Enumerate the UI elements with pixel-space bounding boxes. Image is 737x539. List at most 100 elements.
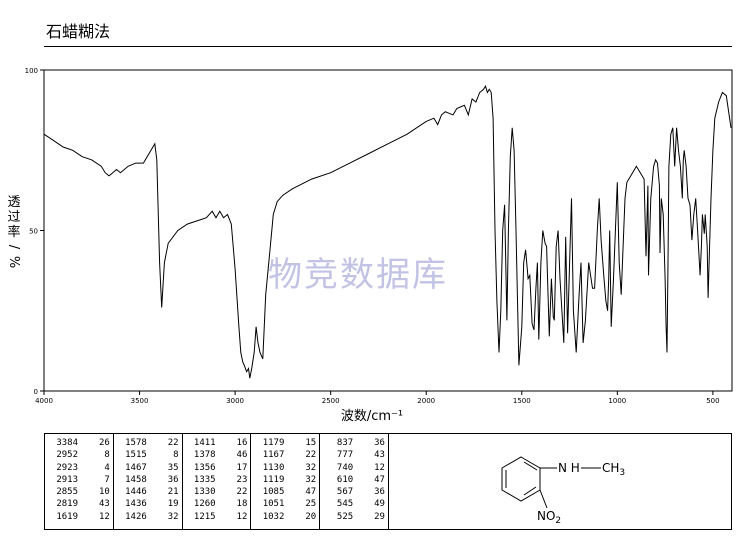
peak-transmittance: 8 (104, 450, 110, 461)
peak-wavenumber: 2819 (56, 499, 78, 510)
peak-row: 1119 32 (254, 474, 316, 486)
peak-wavenumber: 1515 (125, 450, 147, 461)
peak-transmittance: 36 (167, 474, 179, 485)
peak-row: 1578 22 (117, 437, 179, 449)
peak-row: 1179 15 (254, 437, 316, 449)
peak-row: 567 36 (323, 486, 385, 498)
page-title: 石蜡糊法 (46, 22, 111, 41)
peak-transmittance: 36 (374, 438, 385, 448)
peak-wavenumber: 1436 (125, 499, 147, 510)
peak-transmittance: 10 (98, 487, 110, 498)
y-axis-label: 透过率 /% (6, 195, 21, 268)
peak-wavenumber: 740 (336, 462, 354, 473)
y-label-char: % (6, 256, 21, 268)
x-tick-label: 3500 (131, 397, 149, 405)
peak-row: 1356 17 (186, 462, 247, 474)
peak-transmittance: 46 (236, 450, 248, 461)
peak-row: 3384 26 (48, 437, 109, 449)
peak-wavenumber: 1356 (193, 462, 216, 473)
peak-wavenumber: 2855 (56, 487, 78, 498)
y-label-char: 率 (7, 224, 20, 240)
peak-transmittance: 36 (374, 487, 385, 498)
peak-table: 3384 26 2952 8 2923 4 2913 7 2855 10 2819 43 1619 12 1… (44, 433, 389, 530)
peak-wavenumber: 1619 (56, 511, 78, 522)
peak-transmittance: 22 (167, 438, 179, 448)
peak-row: 1436 19 (117, 498, 179, 510)
nh-label: N H (558, 461, 580, 475)
peak-transmittance: 32 (167, 511, 179, 522)
peak-row: 2952 8 (48, 449, 110, 461)
title-divider (44, 46, 732, 47)
peak-wavenumber: 2923 (56, 462, 78, 473)
peak-transmittance: 15 (305, 438, 317, 448)
methyl-label: CH3 (602, 461, 625, 478)
peak-row: 1458 36 (117, 474, 179, 486)
peak-column: 3384 26 2952 8 2923 4 2913 7 2855 10 2819 43 1619 12 (45, 434, 114, 529)
peak-column: 1411 16 1378 46 1356 17 1335 23 1330 22 1260 18 1215… (183, 434, 252, 529)
x-tick-label: 4000 (35, 397, 53, 405)
peak-wavenumber: 777 (336, 450, 354, 461)
peak-transmittance: 23 (236, 474, 248, 485)
peak-row: 1446 21 (117, 486, 179, 498)
peak-row: 740 12 (323, 462, 385, 474)
peak-wavenumber: 1330 (193, 487, 216, 498)
x-tick-label: 3000 (226, 397, 244, 405)
peak-transmittance: 32 (305, 474, 317, 485)
peak-wavenumber: 1578 (125, 438, 147, 448)
peak-row: 2923 4 (48, 462, 110, 474)
peak-transmittance: 21 (167, 487, 179, 498)
peak-wavenumber: 1119 (262, 474, 285, 485)
peak-column: 837 36 777 43 740 12 610 47 567 36 545 49 525 29 (320, 434, 388, 529)
peak-wavenumber: 2952 (56, 450, 78, 461)
x-tick-label: 500 (706, 397, 719, 405)
peak-wavenumber: 1411 (193, 438, 216, 448)
peak-transmittance: 22 (305, 450, 317, 461)
peak-row: 1260 18 (186, 498, 248, 510)
peak-wavenumber: 567 (336, 487, 354, 498)
peak-transmittance: 25 (305, 499, 317, 510)
peak-wavenumber: 3384 (56, 438, 78, 448)
peak-transmittance: 18 (236, 499, 248, 510)
peak-wavenumber: 1260 (193, 499, 216, 510)
peak-wavenumber: 1179 (262, 438, 285, 448)
y-tick-label: 0 (34, 388, 38, 396)
peak-transmittance: 16 (236, 438, 248, 448)
peak-row: 2913 7 (48, 474, 110, 486)
peak-row: 777 43 (323, 449, 385, 461)
peak-wavenumber: 525 (336, 511, 354, 522)
ir-spectrum-chart: 4000 3500 3000 2500 2000 1500 1000 500 0 50 100 透… (6, 67, 733, 424)
peak-row: 1426 32 (117, 511, 179, 523)
structure-panel: N H CH3 NO2 (389, 433, 732, 530)
peak-transmittance: 29 (374, 511, 385, 522)
peak-row: 1378 46 (186, 449, 248, 461)
peak-transmittance: 8 (173, 450, 179, 461)
peak-row: 1335 23 (186, 474, 248, 486)
y-axis-ticks: 0 50 100 (25, 67, 44, 396)
peak-wavenumber: 545 (336, 499, 354, 510)
peak-row: 1032 20 (254, 511, 316, 523)
peak-transmittance: 7 (104, 474, 110, 485)
y-label-char: / (6, 245, 21, 250)
peak-row: 1215 12 (186, 511, 248, 523)
x-axis-ticks: 4000 3500 3000 2500 2000 1500 1000 500 (35, 391, 720, 405)
peak-transmittance: 19 (167, 499, 179, 510)
peak-wavenumber: 837 (336, 438, 354, 448)
peak-wavenumber: 610 (336, 474, 354, 485)
peak-wavenumber: 1215 (193, 511, 216, 522)
peak-row: 1515 8 (117, 449, 179, 461)
peak-row: 1411 16 (186, 437, 248, 449)
peak-wavenumber: 2913 (56, 474, 78, 485)
peak-row: 525 29 (323, 511, 385, 523)
peak-row: 1051 25 (254, 498, 316, 510)
peak-row: 1330 22 (186, 486, 247, 498)
peak-transmittance: 12 (236, 511, 248, 522)
peak-wavenumber: 1085 (262, 487, 285, 498)
y-tick-label: 100 (25, 67, 38, 75)
peak-transmittance: 47 (374, 474, 385, 485)
peak-transmittance: 4 (104, 462, 110, 473)
plot-frame (43, 69, 733, 392)
peak-transmittance: 43 (98, 499, 110, 510)
peak-transmittance: 35 (167, 462, 179, 473)
peak-row: 1130 32 (254, 462, 316, 474)
peak-wavenumber: 1378 (193, 450, 216, 461)
